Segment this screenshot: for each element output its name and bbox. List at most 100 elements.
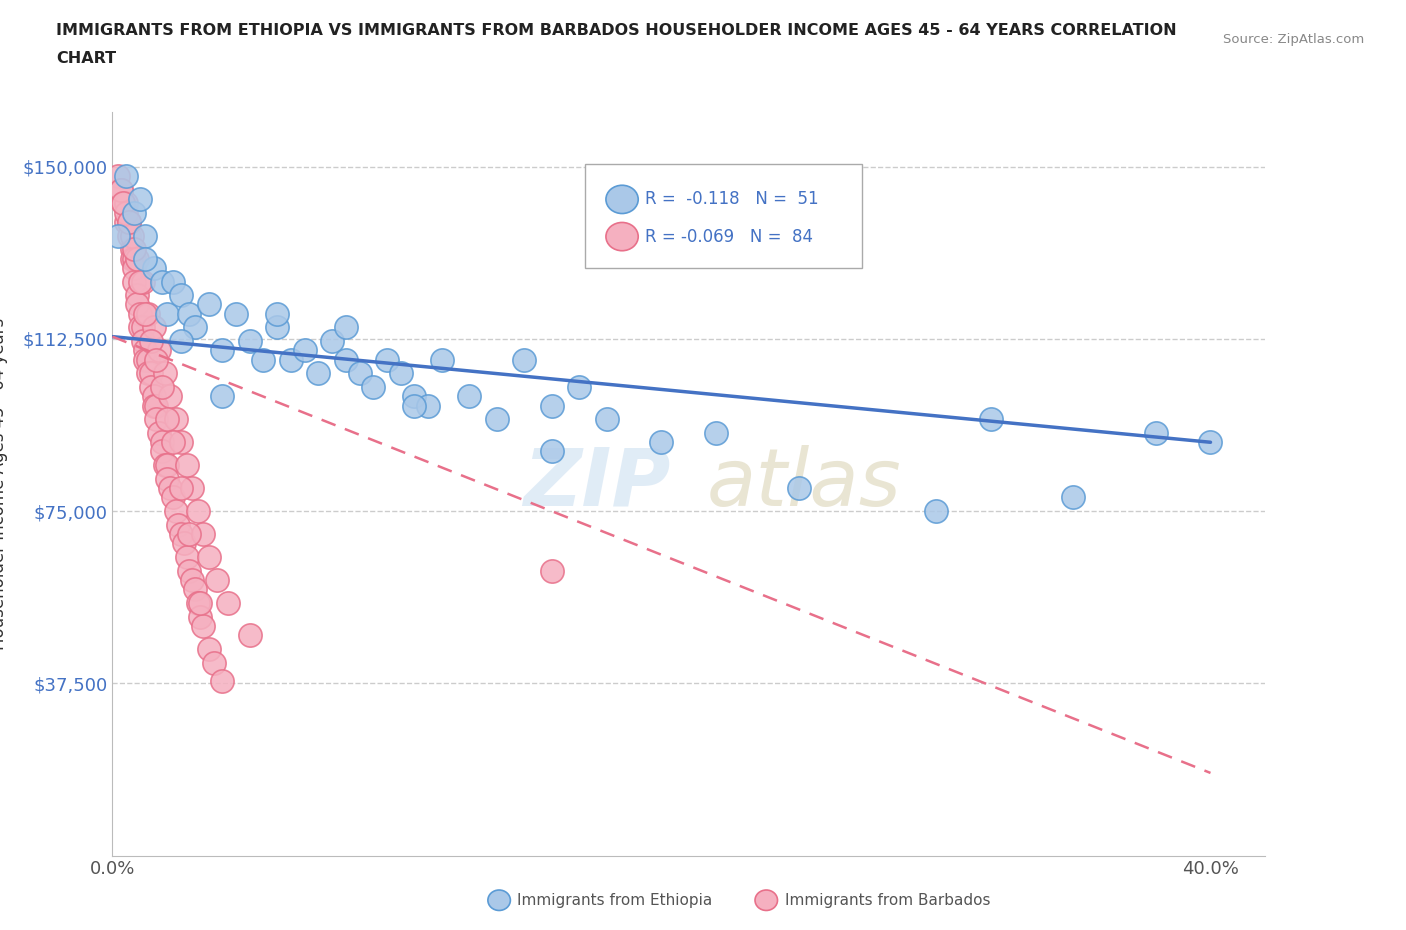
Point xyxy=(335,352,357,367)
Point xyxy=(112,196,135,211)
Point xyxy=(139,334,162,349)
Point xyxy=(197,297,219,312)
Point xyxy=(118,228,141,243)
Point xyxy=(142,389,165,404)
Point xyxy=(170,526,193,541)
Text: Source: ZipAtlas.com: Source: ZipAtlas.com xyxy=(1223,33,1364,46)
Point xyxy=(142,260,165,275)
Point xyxy=(191,526,214,541)
Point xyxy=(595,412,617,427)
Point xyxy=(197,642,219,657)
Point xyxy=(225,306,247,321)
Text: IMMIGRANTS FROM ETHIOPIA VS IMMIGRANTS FROM BARBADOS HOUSEHOLDER INCOME AGES 45 : IMMIGRANTS FROM ETHIOPIA VS IMMIGRANTS F… xyxy=(56,23,1177,38)
Point xyxy=(162,435,184,450)
Point xyxy=(159,389,181,404)
Point xyxy=(650,435,672,450)
Point xyxy=(513,352,536,367)
Point xyxy=(153,458,176,472)
Point xyxy=(156,306,179,321)
Text: R = -0.069   N =  84: R = -0.069 N = 84 xyxy=(645,228,813,246)
Point xyxy=(162,490,184,505)
Point xyxy=(129,306,152,321)
Point xyxy=(404,389,426,404)
Point xyxy=(118,215,141,230)
Point xyxy=(266,306,288,321)
Point xyxy=(131,274,153,289)
Point xyxy=(188,595,211,610)
Point xyxy=(179,564,201,578)
Point xyxy=(540,398,562,413)
FancyBboxPatch shape xyxy=(585,164,862,268)
Point xyxy=(129,320,152,335)
Point xyxy=(127,251,149,266)
Point xyxy=(139,379,162,394)
Point xyxy=(266,320,288,335)
Point xyxy=(136,306,159,321)
Point xyxy=(176,458,198,472)
Text: R =  -0.118   N =  51: R = -0.118 N = 51 xyxy=(645,191,818,208)
Point xyxy=(176,550,198,565)
Point xyxy=(134,306,156,321)
Point xyxy=(148,426,170,441)
Point xyxy=(375,352,398,367)
Point xyxy=(239,628,262,643)
Text: atlas: atlas xyxy=(707,445,901,523)
Point xyxy=(165,412,187,427)
Point xyxy=(110,182,132,197)
Point xyxy=(134,343,156,358)
Point xyxy=(170,435,193,450)
Point xyxy=(211,389,233,404)
Point xyxy=(150,274,173,289)
Point xyxy=(418,398,440,413)
Point xyxy=(167,517,190,532)
Point xyxy=(159,481,181,496)
Point xyxy=(294,343,316,358)
Point xyxy=(134,251,156,266)
Point xyxy=(115,215,138,230)
Point xyxy=(361,379,384,394)
Point xyxy=(280,352,302,367)
Point xyxy=(217,595,239,610)
Point xyxy=(925,504,948,519)
Point xyxy=(321,334,343,349)
Point xyxy=(170,481,193,496)
Point xyxy=(121,228,143,243)
Point xyxy=(127,288,149,303)
Point xyxy=(1144,426,1167,441)
Point xyxy=(150,379,173,394)
Point xyxy=(134,228,156,243)
Point xyxy=(156,472,179,486)
Point xyxy=(165,504,187,519)
Point xyxy=(124,251,146,266)
Point xyxy=(173,536,195,551)
Point xyxy=(170,288,193,303)
Point xyxy=(127,297,149,312)
Text: CHART: CHART xyxy=(56,51,117,66)
Text: ZIP: ZIP xyxy=(523,445,671,523)
Point xyxy=(162,274,184,289)
Point xyxy=(145,398,167,413)
Point xyxy=(142,398,165,413)
Point xyxy=(181,481,204,496)
Point xyxy=(211,343,233,358)
Point xyxy=(458,389,481,404)
Point xyxy=(121,251,143,266)
Point xyxy=(124,274,146,289)
Point xyxy=(211,673,233,688)
Point xyxy=(129,274,152,289)
Y-axis label: Householder Income Ages 45 - 64 years: Householder Income Ages 45 - 64 years xyxy=(0,317,8,650)
Point xyxy=(134,352,156,367)
Point xyxy=(156,412,179,427)
Point xyxy=(335,320,357,335)
Point xyxy=(706,426,728,441)
Point xyxy=(150,444,173,458)
Point xyxy=(568,379,591,394)
Point xyxy=(404,398,426,413)
Point xyxy=(980,412,1002,427)
Point xyxy=(430,352,453,367)
Point xyxy=(252,352,274,367)
Point xyxy=(187,504,209,519)
Point xyxy=(485,412,508,427)
Point xyxy=(150,435,173,450)
Point xyxy=(181,573,204,588)
